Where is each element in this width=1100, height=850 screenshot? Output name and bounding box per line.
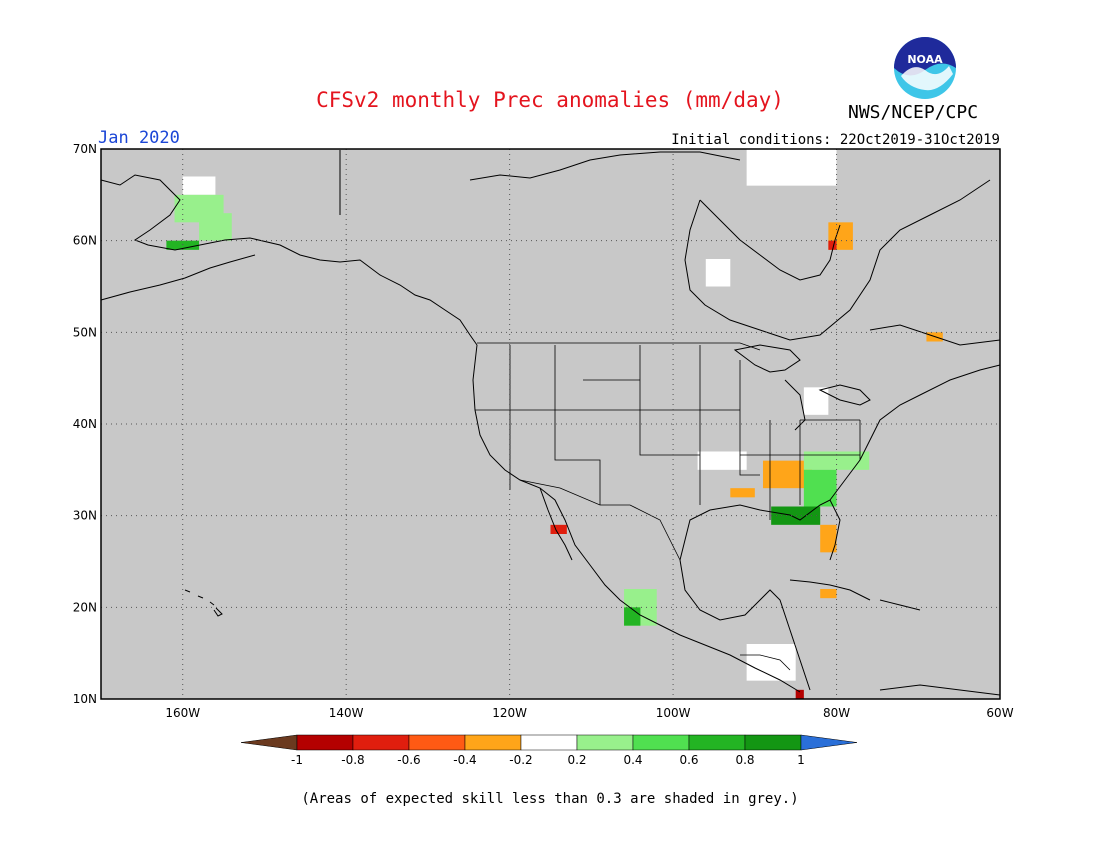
colorbar-label: -0.8 bbox=[341, 753, 364, 767]
anomaly-patch bbox=[803, 451, 870, 470]
lat-tick-label: 40N bbox=[73, 417, 97, 431]
lon-tick-label: 60W bbox=[986, 706, 1013, 720]
lat-tick-label: 10N bbox=[73, 692, 97, 706]
lat-tick-label: 30N bbox=[73, 509, 97, 523]
colorbar-segment bbox=[296, 734, 354, 751]
lat-tick-label: 20N bbox=[73, 600, 97, 614]
lon-tick-label: 80W bbox=[823, 706, 850, 720]
lon-tick-label: 120W bbox=[492, 706, 527, 720]
colorbar-segment bbox=[744, 734, 802, 751]
map-background bbox=[101, 149, 1000, 699]
lat-tick-label: 70N bbox=[73, 142, 97, 156]
colorbar-above-arrow bbox=[800, 734, 858, 751]
anomaly-patch bbox=[166, 240, 200, 250]
noaa-logo-icon: NOAA bbox=[894, 37, 956, 99]
colorbar-label: 0.6 bbox=[679, 753, 698, 767]
anomaly-patch bbox=[182, 176, 216, 195]
axis-labels: 160W 140W 120W 100W 80W 60W 70N 60N 50N 40N 30N 20N… bbox=[73, 142, 1014, 720]
lon-tick-label: 140W bbox=[329, 706, 364, 720]
anomaly-patch bbox=[730, 488, 755, 498]
lat-tick-label: 50N bbox=[73, 325, 97, 339]
anomaly-patch bbox=[803, 387, 829, 415]
logo-text: NOAA bbox=[907, 53, 943, 66]
initial-conditions-label: Initial conditions: 22Oct2019-31Oct2019 bbox=[671, 132, 1000, 148]
map-panel: 160W 140W 120W 100W 80W 60W 70N 60N 50N 40N 30N 20N… bbox=[73, 142, 1014, 720]
colorbar-segment bbox=[464, 734, 522, 751]
chart-title: CFSv2 monthly Prec anomalies (mm/day) bbox=[316, 88, 784, 112]
agency-label: NWS/NCEP/CPC bbox=[848, 102, 979, 123]
colorbar-below-arrow bbox=[240, 734, 298, 751]
colorbar-segment bbox=[576, 734, 634, 751]
colorbar-label: -0.6 bbox=[397, 753, 420, 767]
anomaly-patch bbox=[771, 506, 821, 525]
anomaly-patch bbox=[803, 469, 837, 507]
lat-tick-label: 60N bbox=[73, 234, 97, 248]
lon-tick-label: 160W bbox=[165, 706, 200, 720]
colorbar-segment bbox=[408, 734, 466, 751]
anomaly-patch bbox=[795, 689, 804, 699]
skill-footnote: (Areas of expected skill less than 0.3 a… bbox=[301, 791, 799, 807]
map-frame bbox=[100, 148, 1001, 700]
colorbar-label: -1 bbox=[291, 753, 303, 767]
colorbar-label: -0.4 bbox=[453, 753, 476, 767]
anomaly-patch bbox=[697, 451, 747, 470]
anomaly-patch bbox=[624, 607, 641, 626]
colorbar-label: 0.4 bbox=[623, 753, 642, 767]
colorbar: -1 -0.8 -0.6 -0.4 -0.2 0.2 0.4 0.6 0.8 1 bbox=[240, 734, 858, 767]
colorbar-segment bbox=[520, 734, 578, 751]
colorbar-label: 1 bbox=[797, 753, 805, 767]
colorbar-segment bbox=[632, 734, 690, 751]
lon-tick-label: 100W bbox=[656, 706, 691, 720]
colorbar-label: 0.2 bbox=[567, 753, 586, 767]
colorbar-segment bbox=[688, 734, 746, 751]
anomaly-patch bbox=[199, 213, 232, 241]
anomaly-patch bbox=[820, 524, 837, 553]
anomaly-patch bbox=[746, 644, 796, 681]
anomaly-patch bbox=[820, 589, 837, 599]
colorbar-label: -0.2 bbox=[509, 753, 532, 767]
anomaly-patch bbox=[550, 524, 567, 534]
colorbar-label: 0.8 bbox=[735, 753, 754, 767]
anomaly-patch bbox=[828, 240, 837, 250]
anomaly-patch bbox=[746, 149, 837, 186]
colorbar-segment bbox=[352, 734, 410, 751]
anomaly-patch bbox=[705, 259, 731, 287]
valid-month-label: Jan 2020 bbox=[98, 128, 180, 148]
